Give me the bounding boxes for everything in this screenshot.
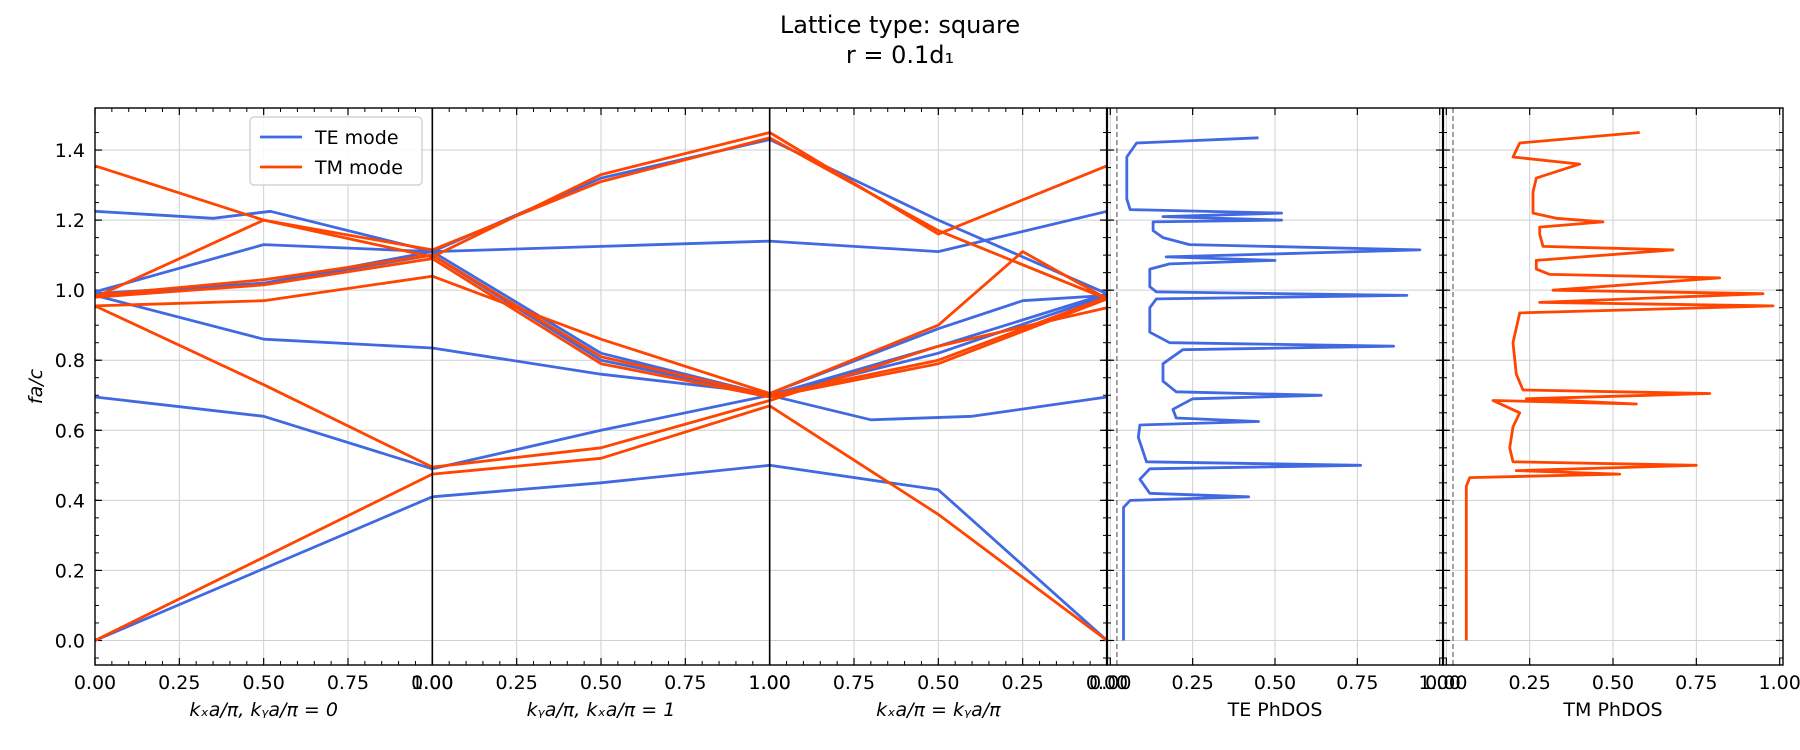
x-tick-label: 0.00: [74, 672, 116, 694]
band-line-te: [94, 393, 1108, 471]
band-line-tm: [94, 404, 1108, 642]
band-line-tm: [94, 136, 1108, 301]
y-tick-label: 0.6: [55, 420, 85, 442]
y-tick-label: 0.0: [55, 630, 85, 652]
y-axis-label: fa/c: [25, 368, 47, 404]
x-tick-label: 0.75: [327, 672, 369, 694]
dos-x-tick-label: 0.75: [1336, 672, 1378, 694]
band-line-te: [94, 463, 1108, 642]
x-tick-label: 0.00: [411, 672, 453, 694]
band-line-tm: [94, 253, 1108, 397]
x-tick-label: 1.00: [411, 672, 453, 694]
x-tick-label: 0.50: [917, 672, 959, 694]
dos-curve-te: [1122, 136, 1422, 641]
x-tick-label: 0.75: [664, 672, 706, 694]
dos-x-tick-label: 1.00: [1419, 672, 1461, 694]
x-tick-label: 0.00: [1086, 672, 1128, 694]
dos-x-tick-label: 0.00: [1089, 672, 1131, 694]
segment-label: kₓa/π, kᵧa/π = 0: [189, 699, 338, 721]
dos-x-tick-label: 0.25: [1171, 672, 1213, 694]
x-tick-label: 0.50: [243, 672, 285, 694]
y-tick-label: 1.2: [55, 210, 85, 232]
y-tick-label: 1.4: [55, 140, 85, 162]
x-tick-label: 1.00: [749, 672, 791, 694]
dos-x-tick-label: 0.50: [1254, 672, 1296, 694]
y-tick-label: 0.8: [55, 350, 85, 372]
legend-label-tm: TM mode: [314, 157, 403, 179]
x-tick-label: 0.25: [158, 672, 200, 694]
legend-label-te: TE mode: [314, 127, 399, 149]
band-line-tm: [94, 250, 1108, 395]
segment-label: kₓa/π = kᵧa/π: [876, 699, 1001, 721]
segment-label: kᵧa/π, kₓa/π = 1: [527, 699, 676, 721]
dos-x-tick-label: 0.00: [1425, 672, 1467, 694]
x-tick-label: 0.25: [1002, 672, 1044, 694]
x-tick-label: 0.50: [580, 672, 622, 694]
band-line-te: [94, 209, 1108, 294]
chart-subtitle: r = 0.1d₁: [846, 41, 954, 69]
y-tick-label: 0.4: [55, 490, 85, 512]
dos-axis-label: TM PhDOS: [1562, 699, 1662, 721]
dos-curve-tm: [1464, 131, 1775, 641]
x-tick-label: 0.75: [833, 672, 875, 694]
dos-x-tick-label: 0.50: [1592, 672, 1634, 694]
band-line-tm: [94, 304, 1108, 469]
band-line-te: [94, 294, 1108, 395]
band-line-tm: [94, 257, 1108, 399]
dos-x-tick-label: 0.75: [1675, 672, 1717, 694]
chart-title: Lattice type: square: [780, 11, 1020, 39]
dos-x-tick-label: 1.00: [1759, 672, 1800, 694]
x-tick-label: 0.25: [496, 672, 538, 694]
dos-axis-label: TE PhDOS: [1227, 699, 1323, 721]
dos-x-tick-label: 0.25: [1509, 672, 1551, 694]
y-tick-label: 0.2: [55, 560, 85, 582]
y-tick-label: 1.0: [55, 280, 85, 302]
x-tick-label: 1.00: [749, 672, 791, 694]
